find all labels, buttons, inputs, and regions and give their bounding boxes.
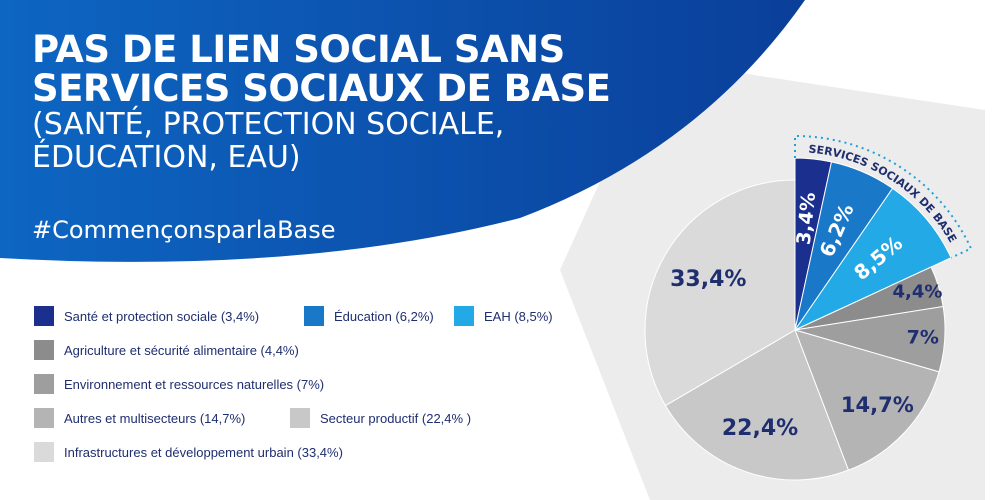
- slice-data-label: 22,4%: [722, 416, 798, 441]
- slice-data-label: 14,7%: [841, 393, 914, 417]
- slice-data-label: 4,4%: [892, 282, 942, 303]
- slice-data-label: 7%: [907, 327, 939, 349]
- slice-data-label: 33,4%: [670, 267, 746, 292]
